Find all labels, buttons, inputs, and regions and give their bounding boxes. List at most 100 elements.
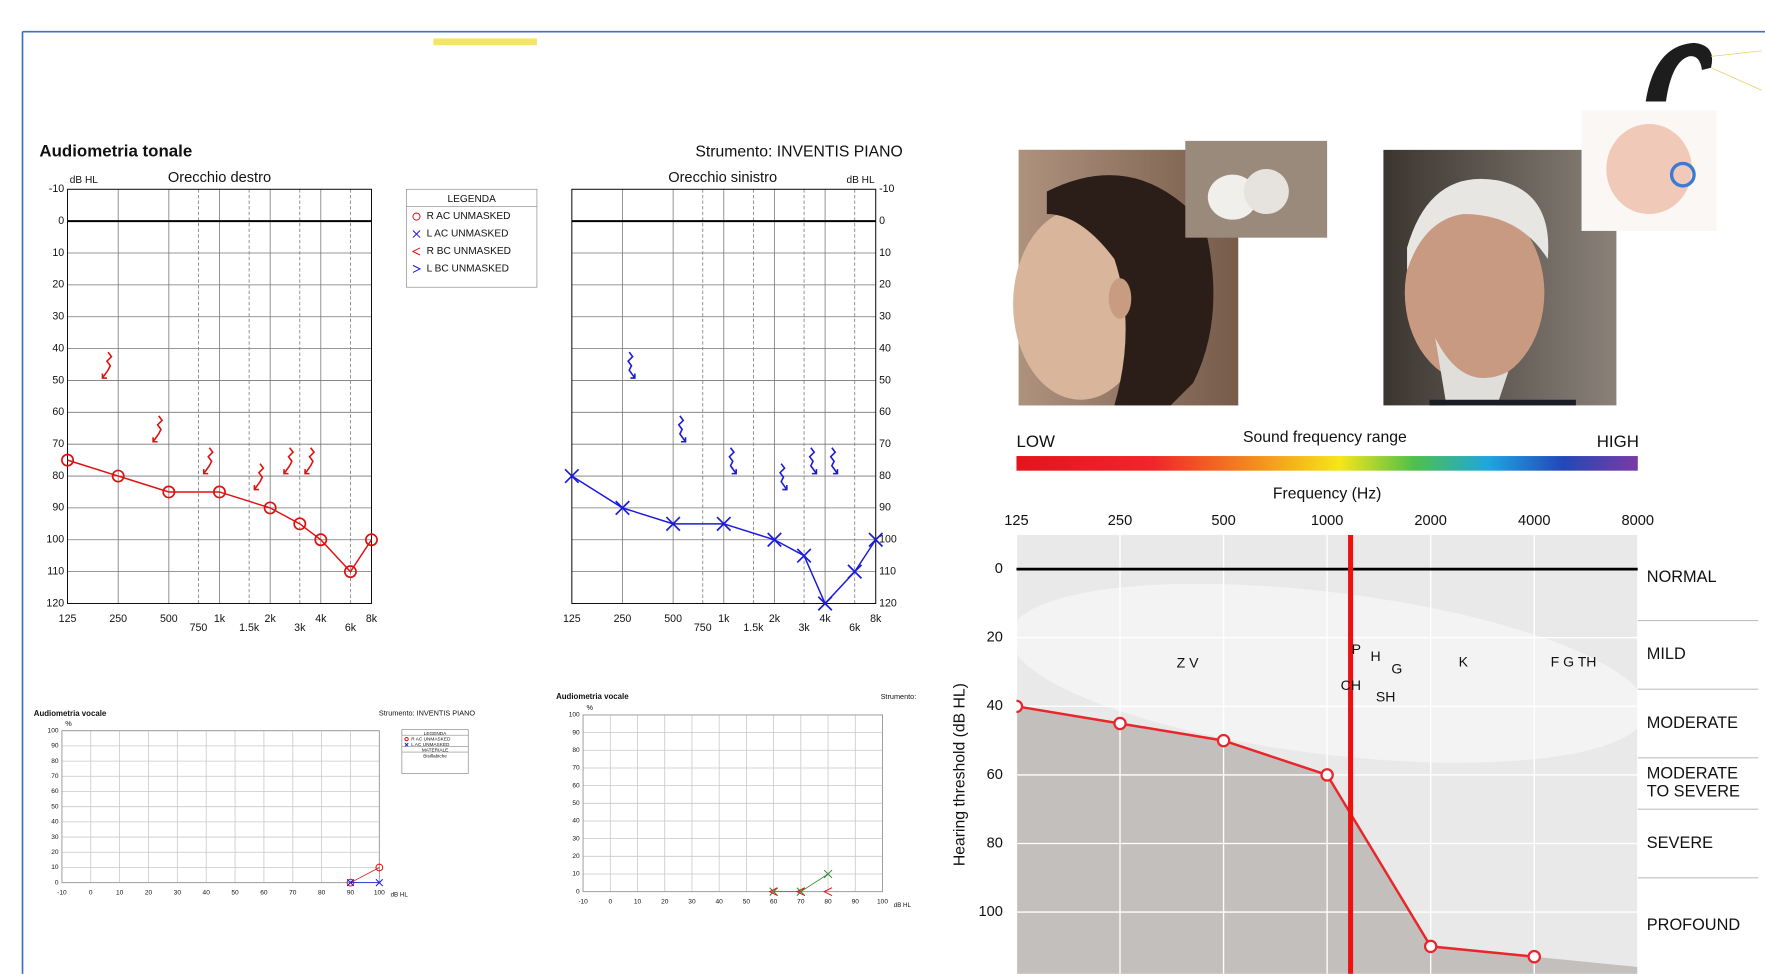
legend-label: L AC UNMASKED (411, 742, 450, 748)
page-title: Audiometria tonale (39, 142, 192, 161)
y-tick-label: 50 (879, 374, 891, 386)
y-tick-label: 30 (572, 835, 580, 842)
x-tick-label: 0 (608, 899, 612, 906)
band-label: SEVERE (1647, 834, 1713, 852)
x-tick-label: 3k (798, 622, 810, 634)
slide: Audiometria tonale Strumento: INVENTIS P… (0, 0, 1765, 974)
band-label: MODERATE (1647, 714, 1738, 732)
x-tick-label: 60 (260, 890, 268, 897)
x-tick-label: 500 (160, 613, 178, 625)
x-tick-label: -10 (578, 899, 588, 906)
x-tick-label: 90 (852, 899, 860, 906)
x-tick-label: 250 (614, 613, 632, 625)
y-axis-unit: dB HL (846, 175, 875, 186)
legend-label: L AC UNMASKED (427, 229, 509, 240)
y-tick-label: 110 (879, 565, 896, 577)
x-tick-label: 1.5k (239, 622, 260, 634)
y-tick-label: 80 (52, 470, 64, 482)
x-tick-label: 0 (89, 890, 93, 897)
y-tick-label: 40 (572, 818, 580, 825)
y-tick-label: 80 (572, 747, 580, 754)
legend-material-title: MATERIALE (422, 748, 448, 754)
x-tick-label: 10 (634, 899, 642, 906)
x-tick-label: 6k (849, 622, 861, 634)
x-tick-label: 125 (59, 613, 77, 625)
y-tick-label: 70 (572, 765, 580, 772)
band-label: NORMAL (1647, 568, 1717, 586)
x-axis-unit: dB HL (391, 892, 409, 899)
y-tick-label: 50 (572, 800, 580, 807)
data-point (1218, 735, 1229, 746)
x-tick-label: 70 (289, 890, 297, 897)
legend-label: R BC UNMASKED (427, 246, 511, 257)
x-tick-label: 500 (1211, 513, 1235, 529)
y-tick-label: 10 (51, 864, 59, 871)
spectrum-low: LOW (1016, 432, 1055, 451)
x-tick-label: 1k (214, 613, 226, 625)
y-tick-label: 60 (52, 406, 64, 418)
speech-sound-label: F G TH (1551, 653, 1597, 669)
chart: -100102030405060708090100010203040506070… (556, 692, 916, 909)
instrument-label: Strumento: INVENTIS PIANO (695, 143, 902, 160)
data-point (1529, 951, 1540, 962)
chart-subtitle: Strumento: INVENTIS PIANO (379, 709, 475, 718)
x-tick-label: 80 (824, 899, 832, 906)
y-tick-label: 40 (879, 342, 891, 354)
photo-man (1383, 150, 1616, 406)
data-point (1114, 718, 1125, 729)
y-tick-label: 20 (879, 279, 891, 291)
legend-title: LEGENDA (424, 731, 447, 737)
y-tick-label: 60 (51, 788, 59, 795)
y-tick-label: 40 (987, 698, 1003, 714)
x-tick-label: 500 (664, 613, 682, 625)
x-tick-label: 4k (315, 613, 327, 625)
speech-sound-label: Z V (1177, 655, 1199, 671)
chart: 1252505007501k1.5k2k3k4k6k8k-10010203040… (563, 170, 897, 634)
speech-sound-label: G (1391, 660, 1402, 676)
y-tick-label: 40 (51, 819, 59, 826)
marker-circle (1529, 951, 1540, 962)
y-tick-label: 0 (55, 879, 59, 886)
legend-label: R AC UNMASKED (427, 211, 511, 222)
chart-title: Audiometria vocale (34, 709, 107, 718)
x-tick-label: 2000 (1414, 513, 1447, 529)
x-tick-label: 20 (145, 890, 153, 897)
x-tick-label: 750 (694, 622, 712, 634)
x-tick-label: 8k (870, 613, 882, 625)
band-label: PROFOUND (1647, 916, 1740, 934)
x-tick-label: 3k (294, 622, 306, 634)
y-tick-label: 20 (987, 630, 1003, 646)
speech-sound-label: SH (1376, 688, 1396, 704)
data-point (1425, 941, 1436, 952)
x-tick-label: 125 (1004, 513, 1028, 529)
y-tick-label: 120 (879, 597, 897, 609)
y-tick-label: 90 (879, 502, 891, 514)
legend-label: R AC UNMASKED (411, 736, 451, 742)
chart-title: Orecchio destro (168, 170, 271, 186)
y-tick-label: 60 (987, 767, 1003, 783)
y-tick-label: 30 (51, 834, 59, 841)
ear-diagram (1582, 110, 1717, 230)
x-tick-label: 80 (318, 890, 326, 897)
x-tick-label: 40 (716, 899, 724, 906)
x-tick-label: 70 (797, 899, 805, 906)
y-tick-label: 0 (879, 215, 885, 227)
y-tick-label: 0 (576, 888, 580, 895)
highlight-bar (433, 38, 537, 45)
x-tick-label: 125 (563, 613, 581, 625)
y-tick-label: 60 (879, 406, 891, 418)
y-axis-unit: % (65, 719, 72, 728)
data-point (1321, 769, 1332, 780)
x-tick-label: 10 (116, 890, 124, 897)
marker-circle (1425, 941, 1436, 952)
photo-earbuds (1185, 141, 1327, 238)
y-tick-label: 70 (52, 438, 64, 450)
y-tick-label: 30 (52, 311, 64, 323)
y-tick-label: 70 (879, 438, 891, 450)
speech-sound-label: K (1459, 653, 1469, 669)
x-tick-label: 2k (265, 613, 277, 625)
y-tick-label: 30 (879, 311, 891, 323)
band-label: MILD (1647, 645, 1686, 663)
x-tick-label: 250 (109, 613, 127, 625)
